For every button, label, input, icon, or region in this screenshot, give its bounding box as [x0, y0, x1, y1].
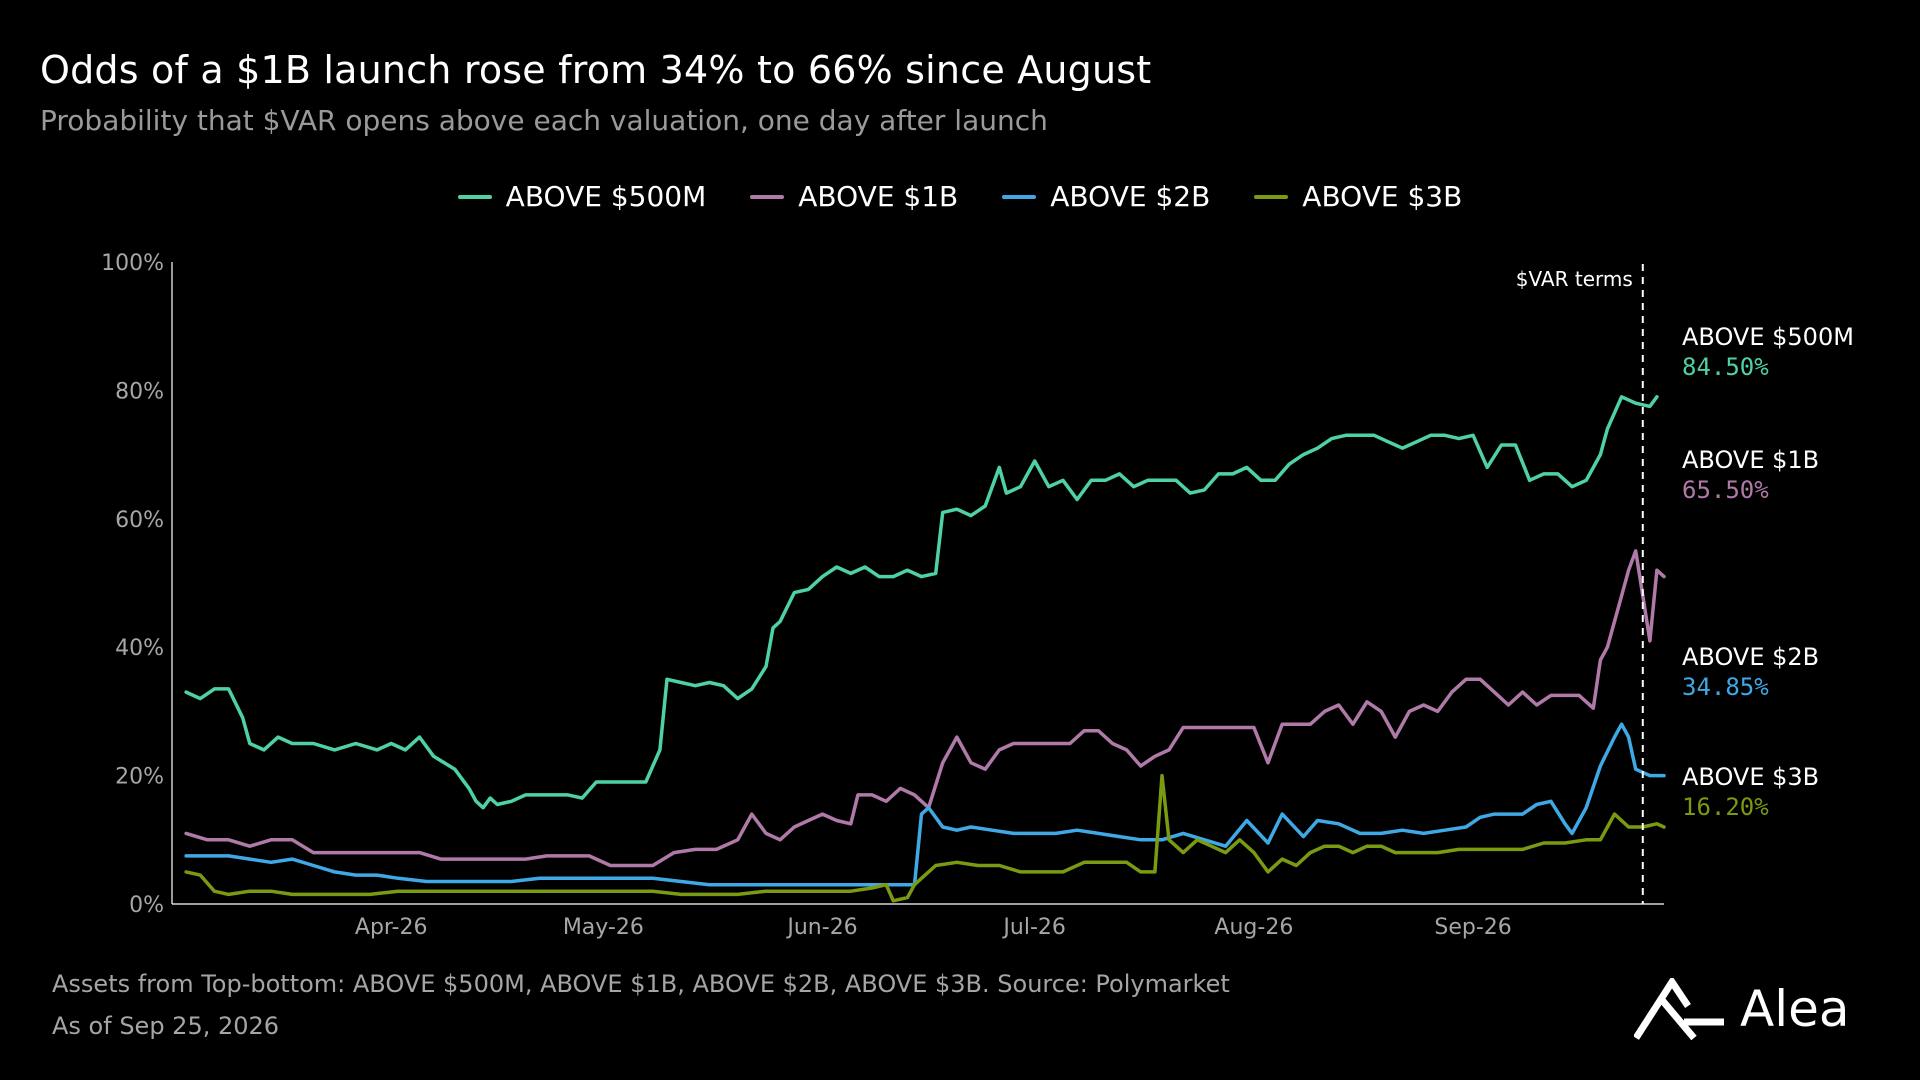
legend-label: ABOVE $3B [1302, 180, 1463, 213]
legend-item: ABOVE $1B [750, 180, 958, 213]
series-line-4 [184, 773, 1666, 903]
brand-logo: Alea [1634, 978, 1850, 1040]
series-line-2 [184, 549, 1666, 868]
legend-label: ABOVE $2B [1050, 180, 1211, 213]
legend-swatch [750, 194, 785, 199]
y-tick-label: 60% [115, 508, 164, 533]
x-tick-label: Aug-26 [1214, 915, 1293, 940]
y-tick-label: 0% [129, 893, 164, 918]
annotation-label: $VAR terms [1516, 267, 1633, 291]
x-tick-label: May-26 [563, 915, 644, 940]
legend-item: ABOVE $3B [1254, 180, 1462, 213]
series-line-1 [184, 395, 1659, 810]
legend-label: ABOVE $500M [505, 180, 707, 213]
legend-item: ABOVE $500M [457, 180, 707, 213]
end-label-value: 65.50% [1682, 476, 1769, 504]
legend: ABOVE $500M ABOVE $1B ABOVE $2B ABOVE $3B [0, 180, 1920, 213]
legend-swatch [1254, 194, 1289, 199]
end-label-name: ABOVE $1B [1682, 446, 1819, 474]
end-label-name: ABOVE $500M [1682, 323, 1854, 351]
legend-label: ABOVE $1B [798, 180, 959, 213]
y-tick-label: 40% [115, 636, 164, 661]
as-of-date: As of Sep 25, 2026 [52, 1012, 280, 1040]
end-label-value: 34.85% [1682, 673, 1769, 701]
end-label-value: 84.50% [1682, 353, 1769, 381]
alea-logo-icon [1634, 978, 1724, 1040]
brand-name: Alea [1740, 980, 1850, 1038]
chart-subtitle: Probability that $VAR opens above each v… [40, 104, 1048, 137]
series-line-3 [184, 722, 1666, 887]
legend-swatch [1002, 194, 1037, 199]
y-tick-label: 20% [115, 765, 164, 790]
legend-item: ABOVE $2B [1002, 180, 1210, 213]
source-note: Assets from Top-bottom: ABOVE $500M, ABO… [52, 970, 1230, 998]
y-tick-label: 80% [115, 379, 164, 404]
x-tick-label: Apr-26 [355, 915, 428, 940]
y-tick-label: 100% [101, 251, 164, 276]
end-label-name: ABOVE $3B [1682, 763, 1819, 791]
x-tick-label: Jul-26 [1001, 915, 1065, 940]
legend-swatch [457, 194, 492, 199]
x-tick-label: Sep-26 [1434, 915, 1511, 940]
x-tick-label: Jun-26 [785, 915, 857, 940]
end-label-value: 16.20% [1682, 793, 1769, 821]
end-label-name: ABOVE $2B [1682, 643, 1819, 671]
chart-title: Odds of a $1B launch rose from 34% to 66… [40, 48, 1152, 92]
